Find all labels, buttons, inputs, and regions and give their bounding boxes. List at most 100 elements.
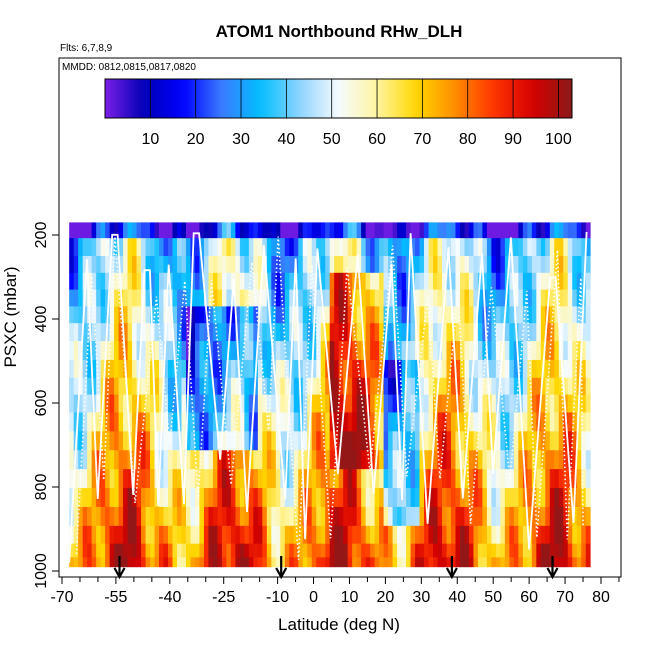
heatmap-cell [563,377,569,395]
heatmap-cell [406,469,411,489]
heatmap-cell [459,341,465,361]
heatmap-cell [141,469,146,489]
heatmap-cell [82,469,88,489]
heatmap-cell [105,341,111,361]
heatmap-cell [581,238,587,257]
heatmap-cell [172,506,178,527]
heatmap-cell [455,306,461,324]
heatmap-cell [293,222,299,239]
heatmap-cell [293,525,299,545]
heatmap-cell [522,341,528,361]
heatmap-cell [311,272,317,290]
heatmap-cell [253,525,259,545]
heatmap-cell [123,306,128,324]
heatmap-cell [150,469,155,489]
heatmap-cell [455,525,461,545]
heatmap-cell [253,238,259,257]
heatmap-cell [563,431,569,451]
heatmap-cell [500,306,506,324]
heatmap-cell [73,506,79,527]
heatmap-cell [343,359,349,379]
heatmap-cell [545,359,551,379]
heatmap-cell [392,543,398,558]
heatmap-cell [159,525,164,545]
heatmap-cell [185,256,191,274]
heatmap-cell [96,394,102,413]
heatmap-cell [181,506,187,527]
heatmap-cell [581,222,587,239]
heatmap-cell [540,506,546,527]
heatmap-cell [352,359,358,379]
heatmap-cell [325,525,331,545]
heatmap-cell [280,256,286,274]
heatmap-cell [464,341,470,361]
heatmap-cell [572,431,578,451]
heatmap-cell [293,488,299,508]
heatmap-cell [459,289,465,307]
heatmap-cell [428,272,434,290]
heatmap-cell [96,222,102,239]
heatmap-cell [226,256,232,274]
heatmap-cell [388,488,393,508]
heatmap-cell [293,306,299,324]
heatmap-cell [217,506,223,527]
heatmap-cell [352,543,358,558]
heatmap-cell [504,525,510,545]
heatmap-cell [446,289,452,307]
heatmap-cell [379,256,384,274]
heatmap-cell [284,341,290,361]
heatmap-cell [82,488,88,508]
heatmap-cell [194,412,200,432]
heatmap-cell [136,323,142,342]
heatmap-cell [248,469,254,489]
heatmap-cell [406,359,411,379]
heatmap-cell [388,238,393,257]
heatmap-cell [302,222,308,239]
heatmap-cell [563,543,569,558]
x-tick-label: 0 [309,589,318,606]
heatmap-cell [114,488,119,508]
heatmap-cell [482,256,488,274]
heatmap-cell [482,506,488,527]
heatmap-cell [554,506,560,527]
heatmap-cell [558,506,564,527]
heatmap-cell [536,222,542,239]
heatmap-cell [172,222,178,239]
heatmap-cell [159,323,164,342]
heatmap-cell [338,557,344,568]
heatmap-cell [419,450,425,470]
profile-line-dotted [75,236,584,560]
heatmap-cell [145,450,151,470]
x-axis: -70 -55 -40 -25 -10 0 10 20 30 40 50 60 70 80 [50,577,620,606]
heatmap-cell [221,377,227,395]
heatmap-cell [572,306,578,324]
heatmap-cell [181,238,187,257]
heatmap-cell [199,469,205,489]
heatmap-cell [87,488,93,508]
heatmap-cell [69,222,75,239]
heatmap-cell [410,222,416,239]
heatmap-cell [118,412,124,432]
heatmap-cell [473,256,479,274]
heatmap-cell [464,306,470,324]
heatmap-cell [203,377,209,395]
heatmap-cell [536,238,542,257]
heatmap-cell [459,450,465,470]
colorbar-tick-label: 40 [277,131,295,148]
heatmap-cell [244,256,250,274]
heatmap-cell [226,431,232,451]
heatmap-cell [531,543,537,558]
heatmap-cell [500,222,506,239]
heatmap-cell [307,525,313,545]
heatmap-cell [181,222,187,239]
heatmap-cell [172,412,178,432]
heatmap-cell [141,238,146,257]
heatmap-cell [248,256,254,274]
heatmap-cell [226,359,232,379]
heatmap-cell [212,256,218,274]
heatmap-cell [145,557,151,568]
heatmap-cell [302,469,308,489]
heatmap-cell [302,543,308,558]
heatmap-cell [379,543,384,558]
heatmap-cell [401,222,407,239]
